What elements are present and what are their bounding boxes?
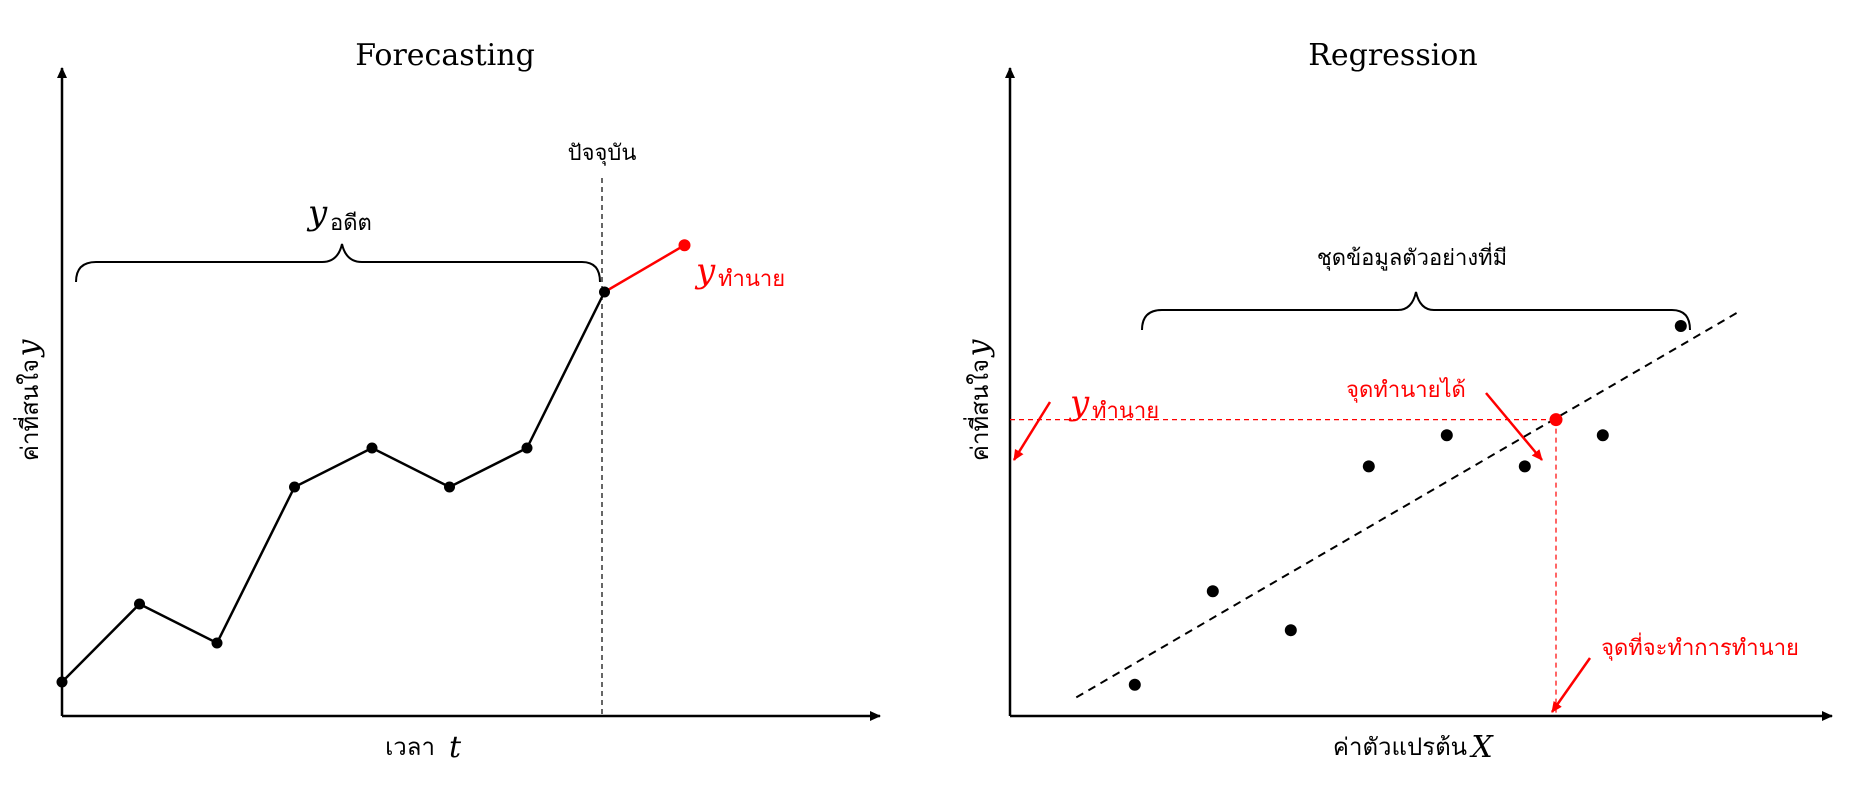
regression-sample-label: ชุดข้อมูลตัวอย่างที่มี bbox=[1317, 242, 1507, 271]
forecast-pred-sub: ทำนาย bbox=[718, 267, 785, 292]
regression-pred-sub: ทำนาย bbox=[1092, 399, 1159, 424]
forecast-x-var: t bbox=[449, 730, 462, 765]
regression-plot bbox=[1010, 310, 1740, 716]
regression-target-point-label: จุดที่จะทำการทำนาย bbox=[1601, 632, 1799, 661]
forecast-pred-label: y ทำนาย bbox=[694, 251, 785, 292]
regression-y-label: ค่าที่สนใจ bbox=[963, 359, 994, 461]
regression-pred-arrow bbox=[1012, 401, 1052, 461]
forecast-panel: Forecasting เวลา t ค่าที่สนใจ y ปัจจุบัน… bbox=[11, 38, 881, 765]
forecast-x-label: เวลา bbox=[385, 733, 435, 761]
regression-predicted-point-label: จุดทำนายได้ bbox=[1346, 377, 1466, 403]
forecast-point-6 bbox=[444, 481, 455, 493]
regression-y-var: y bbox=[961, 338, 996, 358]
forecast-past-sub: อดีต bbox=[330, 211, 372, 236]
regression-x-axis-label: ค่าตัวแปรต้น X bbox=[1333, 730, 1494, 765]
regression-sample-brace bbox=[1141, 291, 1691, 331]
forecast-line bbox=[61, 291, 606, 683]
forecast-pred-point bbox=[678, 239, 691, 252]
forecast-point-8 bbox=[599, 286, 610, 298]
forecast-pred-var: y bbox=[694, 251, 716, 291]
regression-point-7 bbox=[1596, 429, 1609, 442]
forecast-past-label: y อดีต bbox=[306, 193, 372, 236]
forecast-x-axis-label: เวลา t bbox=[385, 730, 462, 765]
regression-point-4 bbox=[1362, 460, 1375, 473]
forecast-pred-line bbox=[603, 244, 686, 294]
forecast-y-axis-label: ค่าที่สนใจ y bbox=[11, 338, 46, 461]
forecast-point-4 bbox=[289, 481, 300, 493]
regression-point-1 bbox=[1128, 678, 1141, 691]
regression-pred-var: y bbox=[1068, 383, 1090, 423]
forecast-point-2 bbox=[134, 598, 145, 610]
regression-x-label: ค่าตัวแปรต้น bbox=[1333, 733, 1467, 761]
forecast-y-label: ค่าที่สนใจ bbox=[13, 359, 44, 461]
forecast-past-var: y bbox=[306, 193, 328, 233]
regression-point-2 bbox=[1206, 585, 1219, 598]
forecast-now-label: ปัจจุบัน bbox=[568, 141, 637, 166]
regression-predicted-point bbox=[1549, 413, 1563, 427]
regression-point-8 bbox=[1674, 320, 1687, 332]
forecast-point-7 bbox=[521, 442, 533, 454]
regression-title: Regression bbox=[1308, 38, 1477, 73]
regression-point-3 bbox=[1284, 624, 1297, 637]
regression-point-5 bbox=[1440, 429, 1453, 442]
regression-point-6 bbox=[1518, 460, 1531, 473]
forecast-title: Forecasting bbox=[355, 38, 535, 73]
regression-panel: Regression ค่าตัวแปรต้น X ค่าที่สนใจ y ช… bbox=[961, 38, 1833, 765]
regression-target-point-arrow bbox=[1550, 657, 1592, 713]
regression-predicted-point-arrow bbox=[1485, 392, 1543, 461]
forecast-point-1 bbox=[56, 676, 68, 688]
forecast-past-brace bbox=[75, 243, 601, 283]
regression-pred-label: y ทำนาย bbox=[1068, 383, 1159, 424]
forecast-point-5 bbox=[366, 442, 378, 454]
forecast-point-3 bbox=[211, 637, 223, 649]
regression-fit-line bbox=[1075, 310, 1740, 699]
regression-x-var: X bbox=[1469, 730, 1494, 765]
forecast-series bbox=[56, 239, 691, 688]
forecast-y-var: y bbox=[11, 338, 46, 358]
regression-y-axis-label: ค่าที่สนใจ y bbox=[961, 338, 996, 461]
